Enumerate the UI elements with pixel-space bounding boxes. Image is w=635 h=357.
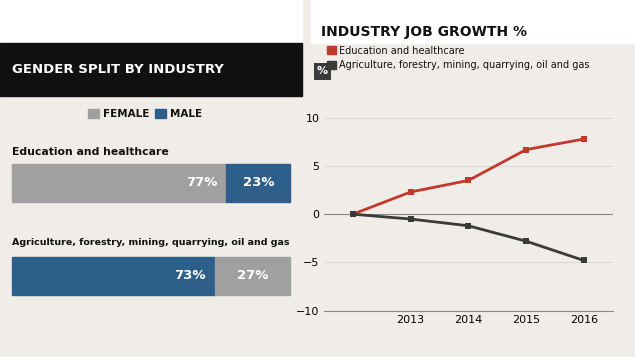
Text: 23%: 23% bbox=[243, 176, 274, 190]
Text: Agriculture, forestry, mining, quarrying, oil and gas: Agriculture, forestry, mining, quarrying… bbox=[12, 238, 290, 247]
FancyBboxPatch shape bbox=[226, 164, 290, 202]
Text: Education and healthcare: Education and healthcare bbox=[12, 147, 169, 157]
Text: 27%: 27% bbox=[237, 269, 269, 282]
FancyBboxPatch shape bbox=[215, 257, 290, 295]
Text: GENDER SPLIT BY INDUSTRY: GENDER SPLIT BY INDUSTRY bbox=[12, 63, 224, 76]
Legend: FEMALE, MALE: FEMALE, MALE bbox=[84, 105, 206, 124]
FancyBboxPatch shape bbox=[12, 164, 226, 202]
Legend: Education and healthcare, Agriculture, forestry, mining, quarrying, oil and gas: Education and healthcare, Agriculture, f… bbox=[323, 42, 594, 74]
Text: %: % bbox=[317, 66, 328, 76]
FancyBboxPatch shape bbox=[12, 257, 215, 295]
FancyBboxPatch shape bbox=[0, 0, 302, 43]
Text: 73%: 73% bbox=[175, 269, 206, 282]
FancyBboxPatch shape bbox=[0, 43, 302, 96]
Text: 77%: 77% bbox=[186, 176, 217, 190]
Text: INDUSTRY JOB GROWTH %: INDUSTRY JOB GROWTH % bbox=[321, 25, 526, 39]
